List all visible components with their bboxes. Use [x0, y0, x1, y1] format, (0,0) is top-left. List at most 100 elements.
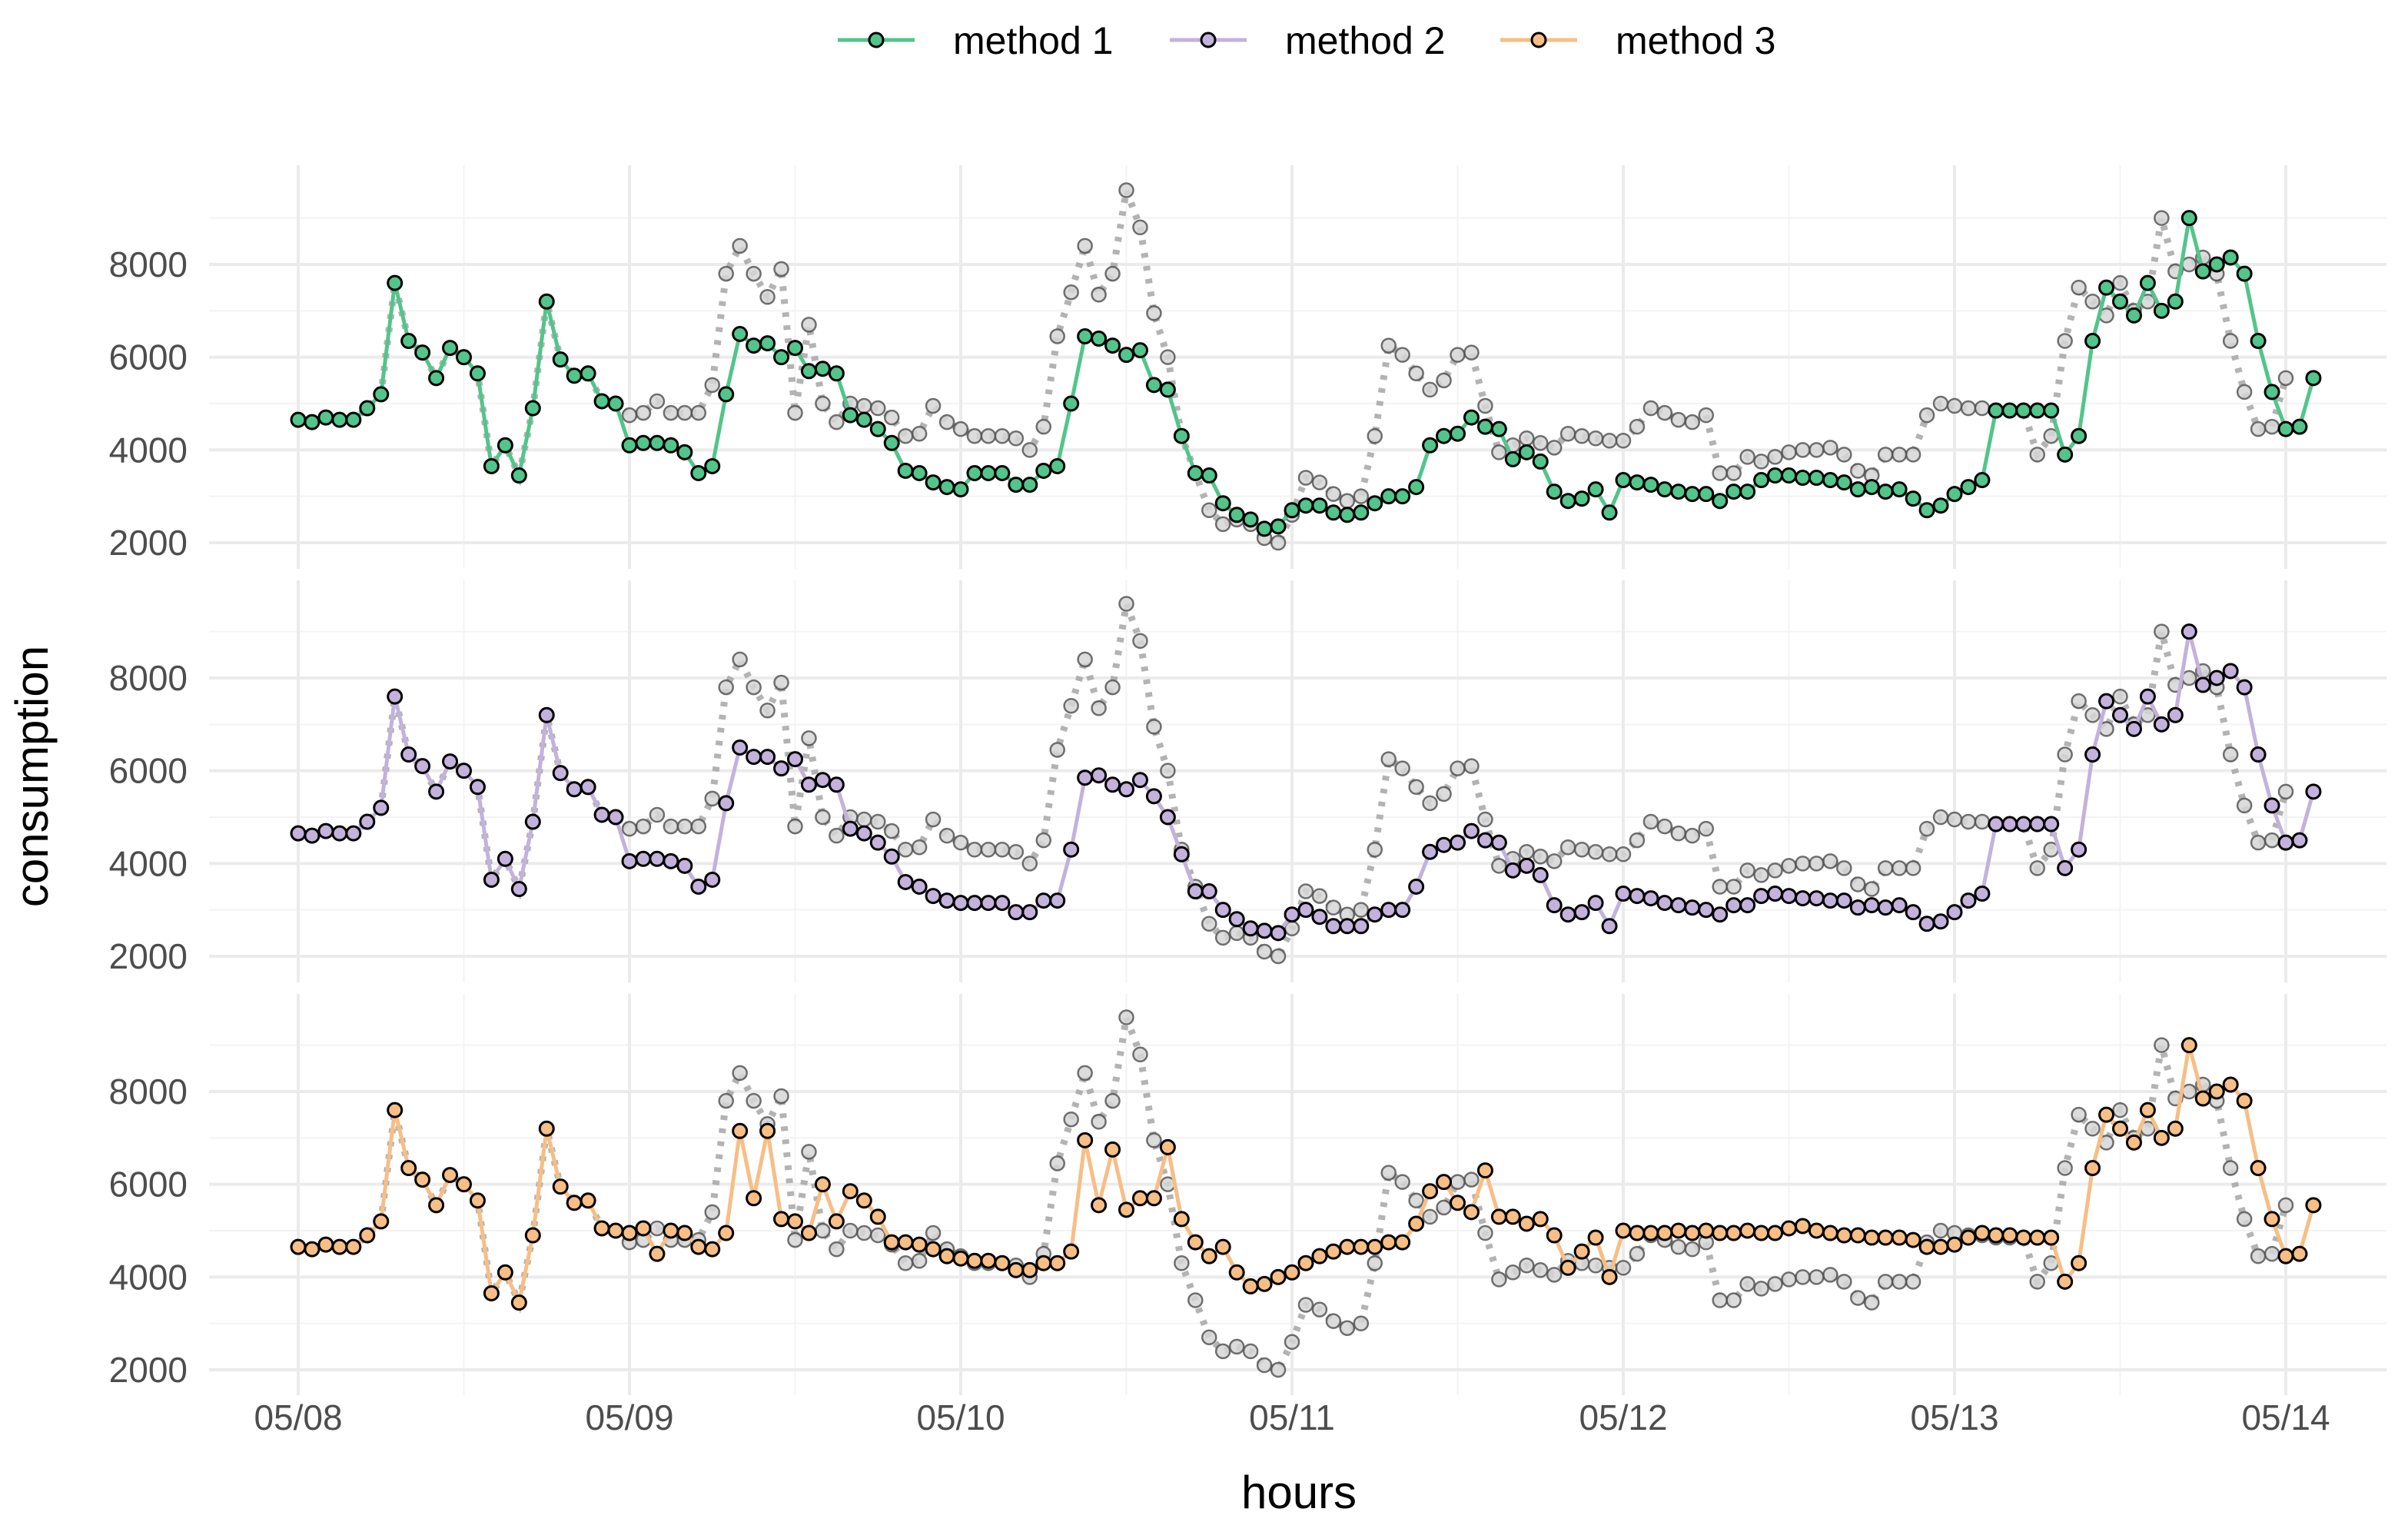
- data-point-method-3: [1767, 1225, 1784, 1241]
- reference-point: [1091, 286, 1107, 303]
- reference-point: [1836, 860, 1852, 876]
- data-point-method-1: [1822, 472, 1838, 489]
- reference-point: [1629, 1245, 1646, 1262]
- reference-point: [1546, 853, 1563, 869]
- reference-point: [1905, 447, 1921, 463]
- data-point-method-1: [966, 465, 983, 481]
- reference-point: [2181, 256, 2197, 273]
- data-point-method-1: [373, 386, 390, 403]
- data-point-method-3: [2029, 1229, 2046, 1246]
- data-point-method-2: [1808, 890, 1825, 907]
- data-point-method-2: [1187, 883, 1204, 900]
- data-point-method-2: [345, 825, 362, 842]
- reference-point: [690, 404, 707, 421]
- data-point-method-2: [2001, 816, 2018, 832]
- data-point-method-1: [1035, 462, 1052, 479]
- data-point-method-3: [1131, 1190, 1148, 1207]
- data-point-method-1: [1131, 342, 1148, 359]
- data-point-method-3: [1822, 1225, 1838, 1241]
- reference-point: [621, 820, 638, 837]
- reference-point: [787, 1231, 803, 1248]
- reference-point: [1698, 407, 1714, 424]
- data-point-method-1: [2139, 274, 2156, 291]
- data-point-method-3: [2180, 1037, 2197, 1054]
- reference-point: [1505, 1264, 1521, 1281]
- reference-point: [1174, 1255, 1190, 1271]
- data-point-method-2: [566, 781, 583, 798]
- legend: method 1 method 2 method 3: [838, 19, 1775, 62]
- y-tick-label: 6000: [109, 751, 188, 791]
- data-point-method-1: [1463, 409, 1480, 426]
- reference-point: [663, 404, 679, 421]
- data-point-method-3: [1656, 1225, 1673, 1241]
- reference-point: [649, 1220, 666, 1237]
- data-point-method-1: [1891, 481, 1908, 498]
- reference-point: [1905, 860, 1921, 876]
- reference-point: [1436, 1199, 1452, 1216]
- data-point-method-1: [1049, 457, 1066, 474]
- reference-point: [1021, 442, 1038, 458]
- data-point-method-2: [1284, 906, 1300, 923]
- data-point-method-1: [1173, 427, 1190, 444]
- data-point-method-2: [1518, 857, 1535, 874]
- reference-point: [1297, 1297, 1314, 1313]
- data-point-method-2: [911, 879, 928, 895]
- data-point-method-2: [1270, 925, 1287, 942]
- data-point-method-1: [497, 437, 513, 454]
- data-point-method-3: [1946, 1236, 1963, 1253]
- reference-point: [1463, 344, 1480, 361]
- data-point-method-2: [1256, 922, 1273, 939]
- reference-point: [1767, 1276, 1783, 1292]
- reference-point: [1684, 1241, 1701, 1258]
- data-point-method-2: [2167, 706, 2184, 723]
- data-point-method-1: [1284, 502, 1300, 519]
- reference-point: [704, 377, 720, 394]
- data-point-method-1: [1145, 377, 1162, 394]
- reference-point: [1698, 820, 1714, 837]
- data-point-method-2: [1311, 909, 1328, 926]
- data-point-method-2: [1049, 892, 1066, 909]
- reference-point: [1132, 219, 1148, 235]
- data-point-method-2: [746, 749, 762, 766]
- reference-point: [1781, 1271, 1797, 1288]
- reference-point: [2277, 783, 2294, 800]
- y-tick-label: 2000: [109, 936, 188, 976]
- data-point-method-1: [2291, 418, 2308, 435]
- data-point-method-2: [1712, 906, 1729, 923]
- reference-point: [1422, 381, 1438, 398]
- data-point-method-2: [359, 813, 376, 830]
- data-point-method-2: [1670, 897, 1687, 914]
- reference-point: [1049, 1155, 1065, 1171]
- reference-point: [1573, 427, 1590, 444]
- data-point-method-3: [1077, 1132, 1094, 1148]
- data-point-method-2: [1877, 899, 1894, 916]
- data-point-method-2: [2139, 688, 2156, 705]
- reference-point: [787, 818, 803, 835]
- reference-point: [1394, 1174, 1410, 1190]
- reference-point: [1049, 328, 1065, 344]
- data-point-method-3: [1450, 1195, 1466, 1211]
- reference-point: [787, 404, 803, 421]
- reference-point: [1201, 502, 1217, 519]
- data-point-method-2: [759, 749, 776, 766]
- data-point-method-2: [938, 892, 955, 909]
- data-point-method-1: [883, 434, 900, 451]
- data-point-method-1: [1118, 347, 1134, 364]
- data-point-method-3: [497, 1264, 513, 1281]
- reference-point: [925, 397, 942, 414]
- data-point-method-2: [1781, 888, 1797, 905]
- reference-point: [1008, 844, 1025, 860]
- reference-point: [815, 395, 831, 412]
- data-point-method-1: [2029, 402, 2046, 419]
- reference-point: [773, 261, 789, 277]
- data-point-method-1: [1725, 484, 1742, 500]
- data-point-method-1: [1367, 495, 1383, 512]
- data-point-method-3: [746, 1190, 762, 1207]
- data-point-method-3: [1325, 1243, 1342, 1260]
- reference-point: [1974, 813, 1991, 830]
- data-point-method-2: [2084, 746, 2101, 763]
- data-point-method-1: [773, 349, 790, 366]
- data-point-method-3: [1104, 1141, 1121, 1158]
- reference-point: [1656, 404, 1673, 421]
